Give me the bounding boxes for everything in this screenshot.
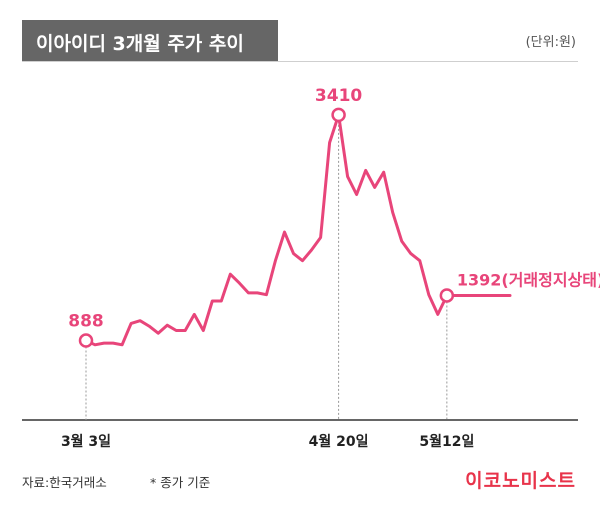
- note-label: * 종가 기준: [150, 475, 211, 490]
- source-label: 자료:한국거래소: [22, 475, 107, 490]
- data-point: [78, 333, 94, 348]
- x-tick-label: 3월 3일: [61, 433, 111, 450]
- chart-title: 이아이디 3개월 주가 추이: [36, 33, 244, 55]
- data-label: 3410: [315, 86, 362, 106]
- data-point: [331, 107, 346, 123]
- data-label: 888: [68, 312, 104, 332]
- x-tick-label: 4월 20일: [309, 433, 369, 450]
- x-tick-label: 5월12일: [419, 433, 474, 450]
- data-point: [439, 288, 455, 303]
- title-bar: 이아이디 3개월 주가 추이: [22, 20, 278, 62]
- unit-label: (단위:원): [525, 35, 576, 50]
- brand-logo: 이코노미스트: [465, 470, 576, 492]
- data-label: 1392(거래정지상태): [457, 270, 600, 289]
- price-line: [84, 113, 512, 347]
- title-divider: [22, 61, 578, 62]
